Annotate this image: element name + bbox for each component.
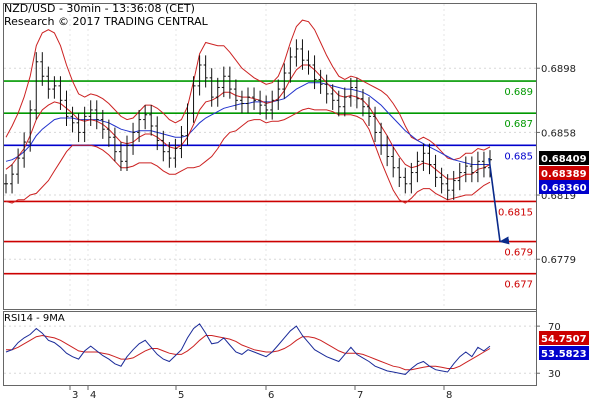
x-tick-label: 4 [90, 390, 96, 400]
price-tick-label: 0.6898 [541, 64, 576, 75]
rsi-panel-title: RSI14 - 9MA [4, 313, 65, 324]
price-panel-frame [3, 3, 537, 310]
price-tag [539, 180, 589, 194]
x-tick-label: 6 [268, 390, 274, 400]
price-tick-label: 0.6858 [541, 128, 576, 139]
level-label: 0.679 [504, 248, 533, 259]
price-tag [539, 151, 589, 165]
rsi-tick-label: 30 [548, 369, 561, 380]
x-tick-label: 3 [72, 390, 78, 400]
rsi-value-tag-label: 54.7507 [541, 334, 587, 345]
price-tag-label: 0.68360 [541, 183, 587, 194]
rsi-line [5, 323, 491, 375]
forecast-arrow [488, 158, 510, 245]
x-tick-label: 7 [357, 390, 363, 400]
copyright-label: Research © 2017 TRADING CENTRAL [4, 15, 208, 28]
level-label: 0.677 [504, 280, 533, 291]
price-tag-label: 0.68409 [541, 154, 587, 165]
level-label: 0.6815 [498, 207, 533, 218]
price-tick-label: 0.6819 [541, 191, 576, 202]
level-label: 0.687 [504, 119, 533, 130]
bollinger-lower-line [5, 107, 491, 204]
rsi-value-tag-label: 53.5823 [541, 349, 587, 360]
rsi-panel-frame [3, 311, 537, 386]
rsi-tick-label: 70 [548, 322, 561, 333]
rsi-value-tag [539, 331, 589, 345]
x-tick-label: 5 [178, 390, 184, 400]
price-tag-label: 0.68389 [541, 169, 587, 180]
rsi-ma-line [6, 334, 491, 371]
chart-title: NZD/USD - 30min - 13:36:08 (CET) [4, 2, 195, 15]
level-label: 0.685 [504, 151, 533, 162]
price-tick-label: 0.6779 [541, 255, 576, 266]
x-tick-label: 8 [446, 390, 452, 400]
rsi-value-tag [539, 346, 589, 360]
level-label: 0.689 [504, 87, 533, 98]
price-tag [539, 166, 589, 180]
